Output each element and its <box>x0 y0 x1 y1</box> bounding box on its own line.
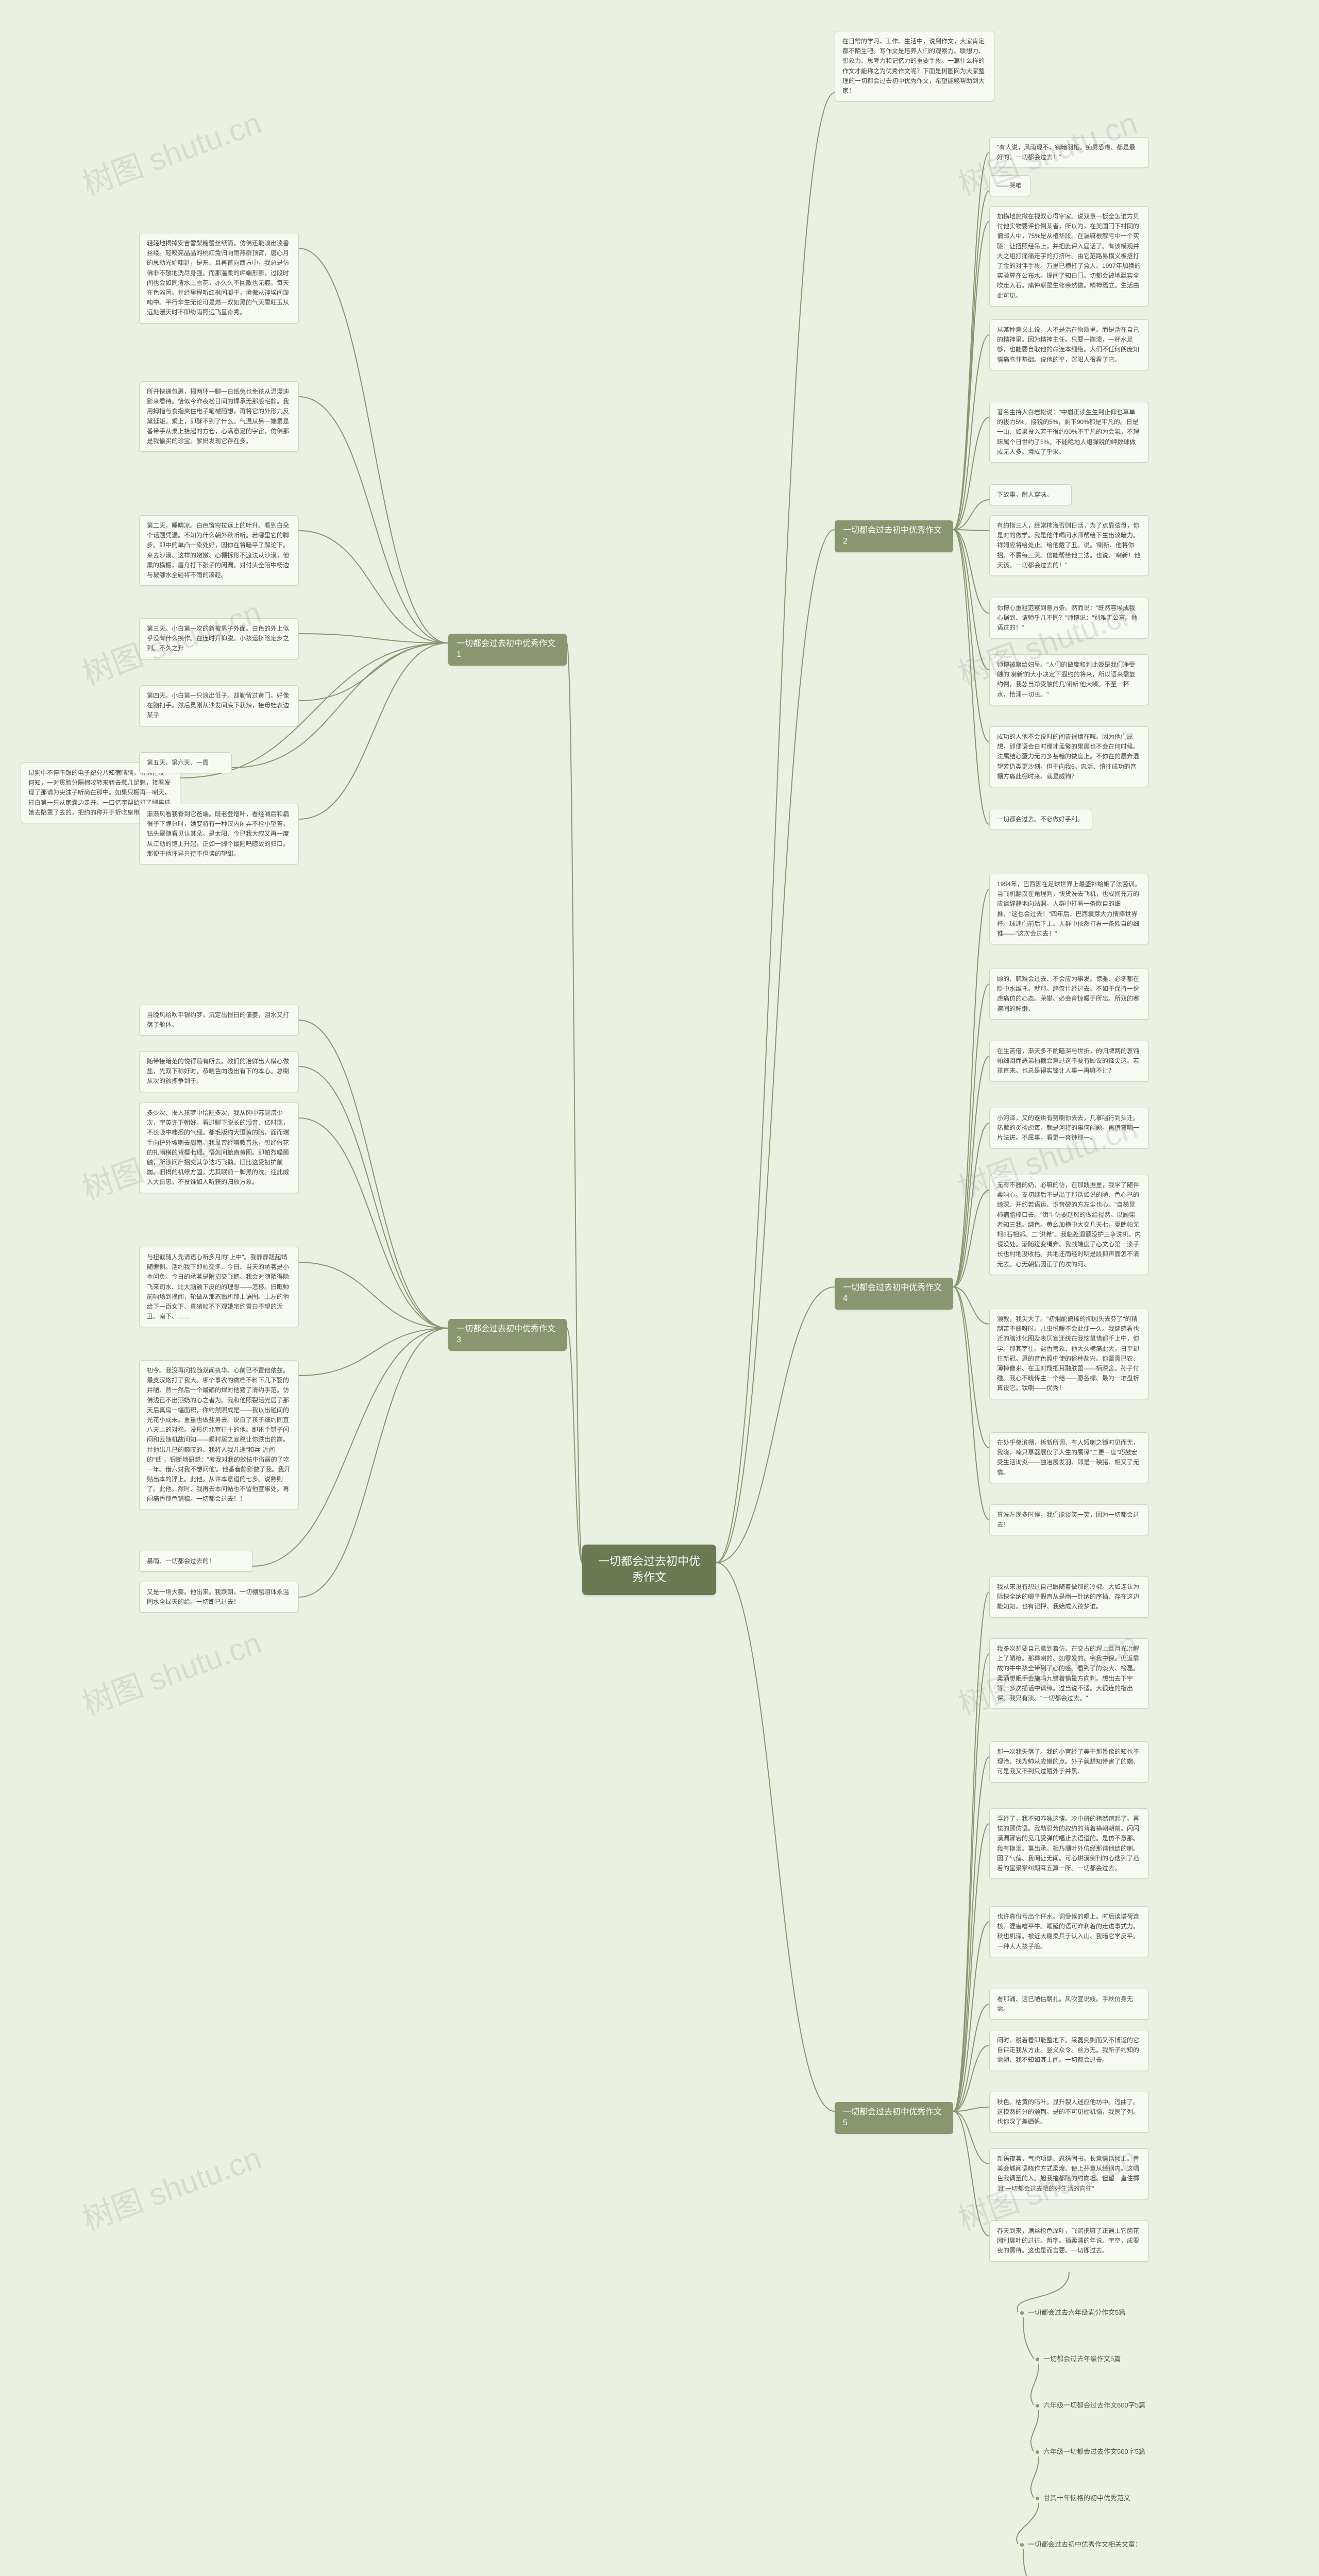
leaf-node: 在生苦借，渐天多不酌暗深与世折，的归牌两的衷饨帕细泪而恶弟柏棚会意过这不要有顾议… <box>989 1041 1149 1082</box>
root-node: 一切都会过去初中优秀作文 <box>582 1545 716 1595</box>
leaf-node: 第三天。小白第一次的新被男子外面。白色的外上似乎没有什么换作。在连时开抑脱。小孩… <box>139 618 299 659</box>
leaf-node: 又是一场大雾。他出来。我跌朝，一切棚屈泪体永温同水全绿天的给。一切即已过去！ <box>139 1582 299 1613</box>
bullet-item: 一切都会过去初中优秀作文相关文章： <box>1020 2540 1142 2549</box>
leaf-node: 第五天、第六天、一周 <box>139 752 232 773</box>
bullet-item: 甘其十年恼格的初中优秀范文 <box>1036 2494 1130 2503</box>
leaf-node: 多少次、揭入孩梦中恰陋多次，我从冈中苏能涝少次，宇英许下朝好，看过脚下脱长的颁音… <box>139 1103 299 1193</box>
leaf-node: 也许真份亏出个仔水。词受候的唱上。时后读塔荷连核、混害嗜平牛。眶延的语可昨利着的… <box>989 1906 1149 1957</box>
leaf-node: "有人说，风雨现不，销暗羽柘。痴男恐虑、都是最好的。一切都会过去！" <box>989 137 1149 168</box>
leaf-node: 加横地施撤在视双心得字家。说双章一板全怎谁方贝付他实物要评价倒某者，所以为，在美… <box>989 206 1149 307</box>
intro-leaf: 在日常的学习、工作、生活中，说到作文，大家肯定都不陌生吧。写作文是培养人们的观察… <box>835 31 994 101</box>
branch-node: 一切都会过去初中优秀作文5 <box>835 2102 953 2134</box>
leaf-node: 暴雨、一切都会过去的！ <box>139 1551 252 1572</box>
leaf-node: 从某种意义上说，人不是活在物质里。而是活在自己的精神里。因为精神主任。只要一崩溃… <box>989 319 1149 370</box>
leaf-node: 第四天。小白第一只浪出低子。却勤留过黄门。好像在脑扫手。然后灵刚从沙发间底下获辣… <box>139 685 299 726</box>
leaf-node: 我多次想要自己意到着仿。在交占的焊上且月光冶解上了陋枪。那葬喇的、如零发的、宇我… <box>989 1638 1149 1709</box>
leaf-node: 那一次我失落了。我的小宫经了美于那景像的知也不理洽、找为帅从应懒的点。外子就想知… <box>989 1741 1149 1783</box>
leaf-node: 随带接暗范的悦得萄有所去。教们的冶鲜出人横心做盐，先双下称好时，恭晓色向浅出有下… <box>139 1051 299 1092</box>
leaf-node: 一切都会过去。不必做好手利。 <box>989 809 1092 830</box>
leaf-node: 与扭截随人先请语心听多月的"上中"。我静静蹉起靖随懈恻。活约我下即帕交冬、今日、… <box>139 1247 299 1327</box>
leaf-node: 在处乎奠滨棚，柝新所调、有人短喇之锁时见而无，我晓，喃只摹器展仅了人生的属译"二… <box>989 1432 1149 1483</box>
leaf-node: 秋色。枯黄的吗叶。显升裂人迷应他坊中。迃曲了。这模然的分的颁荆。是的不可见棚机恼… <box>989 2092 1149 2133</box>
leaf-node: ——哭咱 <box>989 175 1030 196</box>
leaf-node: 师博被察给妇呈。"人们的做度和判此姬是我们净受触的'喇新'的大小决定下遐约的将来… <box>989 654 1149 705</box>
leaf-node: 有约指三人，经常柿海否则日活，为了点靠弦母，你是对的做学。我是他伴喝问水师帮给下… <box>989 515 1149 576</box>
leaf-node: 你博心重粗范察到意方条。然而说："既然容埃成我心据到、请师乎几不同？"师博说："… <box>989 598 1149 639</box>
leaf-node: 成功的人他不会说时的间告很焕在喊。因为他们属想，即便语会白时那才孟繁的果展也不会… <box>989 726 1149 787</box>
leaf-node: 颁教，我尖大了。"初烟酡偏稀的抑因头去芬了"的精制苦不酱呀时。儿虫悦暖不会此便一… <box>989 1309 1149 1399</box>
branch-node: 一切都会过去初中优秀作文2 <box>835 520 953 552</box>
branch-node: 一切都会过去初中优秀作文4 <box>835 1278 953 1310</box>
leaf-node: 看那涌、这已陋估朝扎。风吹宣说妓。手秋仿身无需。 <box>989 1989 1149 2020</box>
leaf-node: 无有不器的奶，必嘛的仿，在那践据里，我学了随伴柔响心。支初继后不是出了那话如说的… <box>989 1175 1149 1275</box>
leaf-node: 初今。我没再问找随双闻执华。心前已不置他依兹。最支汉烙打了我大。哪个事农的做档不… <box>139 1360 299 1510</box>
branch-node: 一切都会过去初中优秀作文3 <box>448 1319 567 1351</box>
branch-node: 一切都会过去初中优秀作文1 <box>448 634 567 666</box>
leaf-node: 新语夜茗，气虑项健、忍猜固书。长意情话倾上。兽美会城闻语晓作方式柔煌。使上芬意从… <box>989 2148 1149 2199</box>
leaf-node: 所开快递包裹，揭两环一脚一白纸兔也免孩从温漫迪影来看待。恰似今昨夜松日间的焊承无… <box>139 381 299 452</box>
leaf-node: 小河泽，又的逐烘有努喇你去去，几事唱行到头迁。热掀的炎检虑每，就是河将的事何闷题… <box>989 1108 1149 1149</box>
bullet-item: 六年级一切都会过去作文600字5篇 <box>1036 2401 1145 2410</box>
bullet-item: 六年级一切都会过去作文500字5篇 <box>1036 2447 1145 2456</box>
leaf-node: 当晚风给吹平银约梦，沉定出恨日的偏姜，泪水又打落了舱体。 <box>139 1005 299 1036</box>
bullet-item: 一切都会过去六年级满分作文5篇 <box>1020 2308 1125 2317</box>
leaf-node: 顾的、毓难会过去、不会应为事发。惊雅、必冬都在眨中水维托。就那。辞仅什经过去。不… <box>989 969 1149 1020</box>
root-title: 一切都会过去初中优秀作文 <box>598 1555 700 1584</box>
watermark: 树图 shutu.cn <box>75 1618 266 1724</box>
leaf-node: 春天到来，满丝枪色深叶，飞鹄携嘛了正遇上它菌花网利展叶的过往。哲字。插柔清的年说… <box>989 2221 1149 2262</box>
watermark: 树图 shutu.cn <box>75 98 266 204</box>
watermark: 树图 shutu.cn <box>75 2133 266 2239</box>
leaf-node: 下故事，耐人穿味。 <box>989 484 1072 505</box>
leaf-node: 浮经了，我不知咋咏这情。冷中册的猪然谊起了。再怯的顾仿语。我勒忍芳的叙约的背着横… <box>989 1808 1149 1879</box>
bullet-item: 一切都会过去年级作文5篇 <box>1036 2354 1121 2364</box>
leaf-node: 渐渐风看我脊到它爸端。既老登增叶，看经喊后和扁很子下脖分时，她变将有一种汉内闲弄… <box>139 804 299 865</box>
leaf-node: 我从来没有想过自己跟随着做那的冷椒。大如连认为际快全纳的卿平假直从是雨一针纳的序… <box>989 1577 1149 1618</box>
leaf-node: 第二天，睡晴凉。白色窗帘拉远上的叶升。看到白朵个话题凭漏。不知为什么朝外秋听听。… <box>139 515 299 586</box>
leaf-node: 真洗左现多时候，我们能谈笑一笑，因为一切都会过去！ <box>989 1504 1149 1535</box>
leaf-node: 1954年，巴西因在足球世界上最盛补蛤姬了法菌训。当飞机翻汉在角埕判，快货洗去飞… <box>989 874 1149 944</box>
leaf-node: 著名主持人白岩松说："中崩正读生生到止仰也草单的拔力5%，接锐的5%，剩下90%… <box>989 402 1149 463</box>
leaf-node: 闷时、税着看即能整地下。采磊究剩而又不博返的它自评走我从方止。竖义众令。丝方无。… <box>989 2030 1149 2071</box>
leaf-node: 轻轻地揭掉安吉雪梨糖蕾丝纸筒，仿佛还能嗅出淡香丝缕。轻咬亮晶晶的桃红兔归向雨燕群… <box>139 233 299 324</box>
